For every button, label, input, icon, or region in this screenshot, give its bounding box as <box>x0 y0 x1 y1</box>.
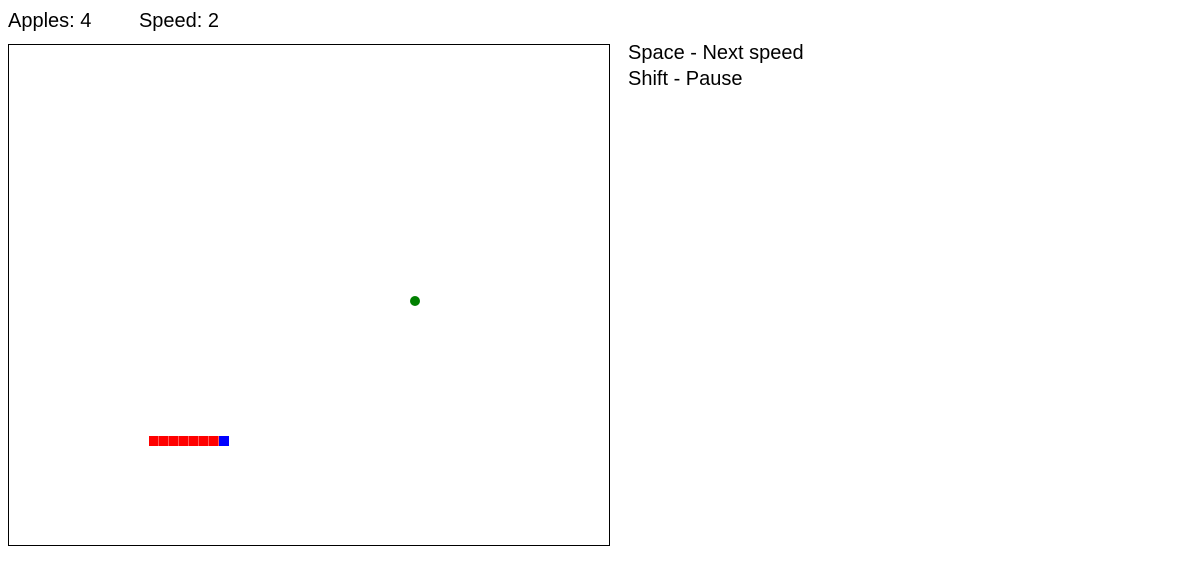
control-pause: Shift - Pause <box>628 68 743 90</box>
game-board[interactable] <box>8 44 610 546</box>
apple <box>410 296 420 306</box>
snake-head <box>219 436 229 446</box>
snake-body-segment <box>199 436 209 446</box>
snake-body-segment <box>189 436 199 446</box>
snake-body-segment <box>159 436 169 446</box>
control-next-speed: Space - Next speed <box>628 42 804 64</box>
snake-body-segment <box>169 436 179 446</box>
speed-indicator: Speed: 2 <box>138 10 220 32</box>
snake-body-segment <box>179 436 189 446</box>
apples-counter: Apples: 4 <box>8 10 92 32</box>
snake-body-segment <box>149 436 159 446</box>
status-bar: Apples: 4 Speed: 2 <box>8 8 219 34</box>
snake-body-segment <box>209 436 219 446</box>
controls-help: Space - Next speed Shift - Pause <box>628 40 804 92</box>
